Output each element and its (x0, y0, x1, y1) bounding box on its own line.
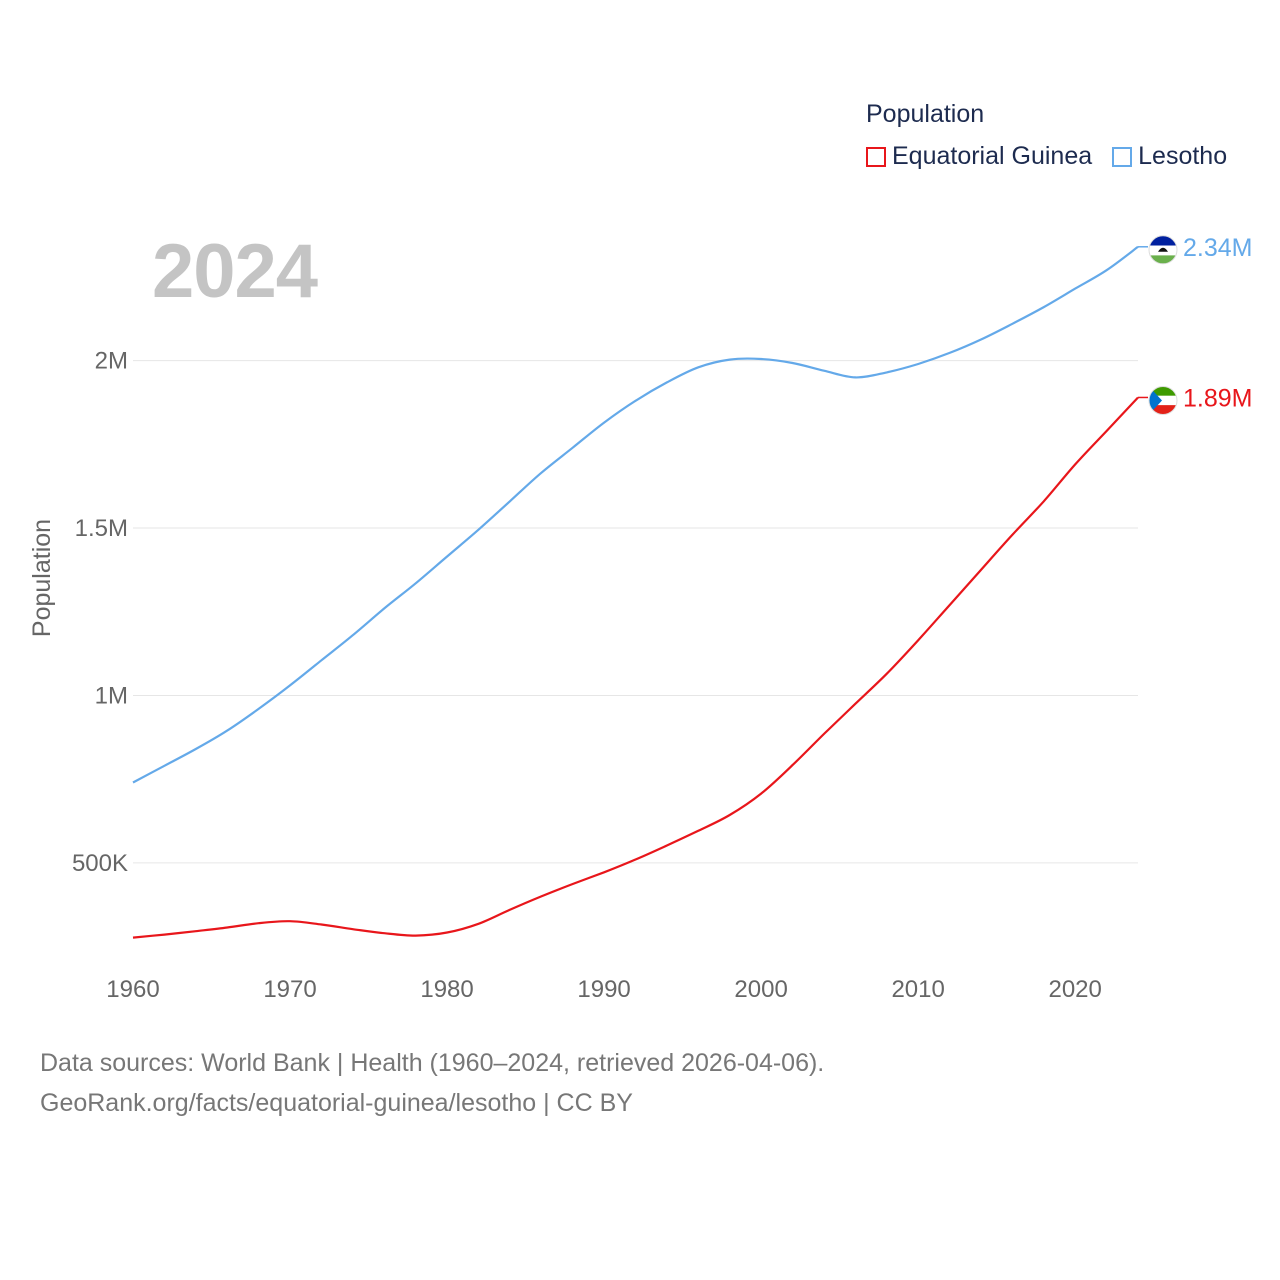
legend-label-equatorial-guinea: Equatorial Guinea (892, 142, 1093, 170)
legend-swatch-lesotho (1112, 146, 1133, 167)
series-line-equatorial-guinea[interactable] (132, 396, 1139, 939)
legend: Equatorial Guinea Lesotho (866, 142, 1247, 171)
end-value-label-lesotho: 2.34M (1183, 234, 1252, 262)
line-chart: 500K 1M 1.5M 2M 1960 1970 1980 1990 2000 2010 202… (28, 234, 1252, 1003)
equatorial-guinea-flag-icon (1148, 385, 1178, 415)
series-lines (132, 245, 1139, 939)
x-axis-ticks: 1960 1970 1980 1990 2000 2010 2020 (106, 976, 1102, 1003)
legend-item-equatorial-guinea[interactable]: Equatorial Guinea (866, 142, 1092, 171)
legend-swatch-equatorial-guinea (866, 146, 886, 167)
x-tick-label: 1980 (420, 976, 473, 1003)
lesotho-flag-icon (1148, 235, 1178, 265)
x-tick-label: 2020 (1048, 976, 1101, 1003)
series-line-lesotho[interactable] (132, 245, 1139, 784)
legend-title: Population (866, 100, 985, 128)
year-label: 2024 (152, 229, 318, 314)
footer-sources: Data sources: World Bank | Health (1960–… (40, 1049, 825, 1077)
y-axis-label: Population (28, 519, 56, 637)
y-axis-ticks: 500K 1M 1.5M 2M (72, 348, 128, 877)
x-tick-label: 1960 (106, 976, 159, 1003)
y-tick-label: 1M (95, 682, 128, 709)
x-tick-label: 2010 (891, 976, 944, 1003)
y-tick-label: 1.5M (75, 515, 128, 542)
y-tick-label: 2M (95, 348, 128, 375)
x-tick-label: 2000 (734, 976, 787, 1003)
legend-label-lesotho: Lesotho (1138, 142, 1228, 170)
footer-link[interactable]: GeoRank.org/facts/equatorial-guinea/leso… (40, 1089, 633, 1117)
end-value-label-equatorial-guinea: 1.89M (1183, 384, 1252, 412)
series-end-labels: 1.89M 2.34M (1138, 234, 1252, 415)
grid-lines (133, 360, 1138, 864)
legend-item-lesotho[interactable]: Lesotho (1112, 142, 1227, 171)
y-tick-label: 500K (72, 850, 128, 877)
footer: Data sources: World Bank | Health (1960–… (40, 1043, 824, 1123)
x-tick-label: 1970 (263, 976, 316, 1003)
x-tick-label: 1990 (577, 976, 630, 1003)
